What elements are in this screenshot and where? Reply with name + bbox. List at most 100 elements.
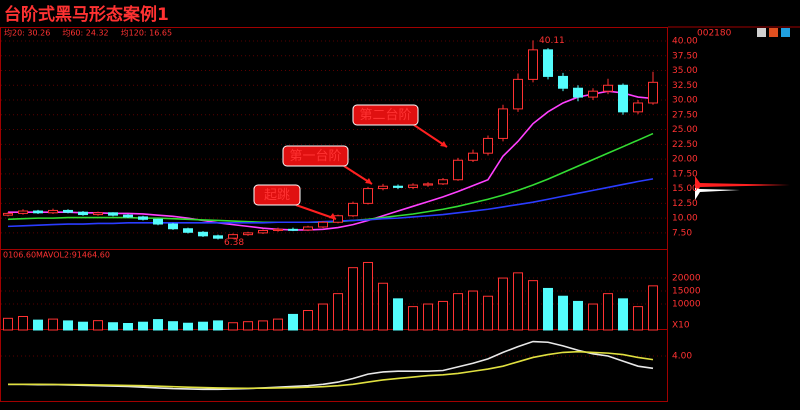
volume-bar	[33, 319, 43, 331]
candle-body	[648, 81, 658, 104]
y-tick-label: 15.00	[672, 184, 698, 194]
candle-body	[198, 231, 208, 237]
volume-bar	[558, 295, 568, 331]
annotation-arrow	[413, 124, 448, 148]
candle-body	[33, 210, 43, 214]
volume-bar	[198, 321, 208, 331]
candle-body	[18, 210, 28, 214]
volume-profile	[695, 176, 790, 200]
icon[interactable]	[757, 28, 766, 37]
icon[interactable]	[781, 28, 790, 37]
volume-bar	[333, 293, 343, 331]
annotation-text: 第一台阶	[289, 149, 341, 164]
profile-red	[695, 176, 790, 196]
volume-bar	[408, 306, 418, 331]
volume-bar	[123, 323, 133, 331]
y-tick-label: 30.00	[672, 96, 698, 106]
candle-body	[528, 49, 538, 80]
candle-body	[168, 223, 178, 230]
volume-legend: 0106.60	[3, 251, 36, 260]
y-tick-label: 10.00	[672, 214, 698, 224]
candle-body	[258, 230, 268, 234]
volume-bar	[543, 287, 553, 331]
candle-body	[393, 185, 403, 188]
candle-body	[123, 214, 133, 218]
candle-body	[48, 209, 58, 214]
annotation-box	[253, 184, 301, 206]
volume-bar	[243, 321, 253, 331]
y-tick-label: 35.00	[672, 66, 698, 76]
volume-bar	[183, 322, 193, 331]
volume-bar	[633, 306, 643, 331]
annotation-box	[282, 145, 349, 167]
candle-body	[408, 184, 418, 188]
volume-bar	[273, 318, 283, 331]
volume-bar	[483, 295, 493, 331]
volume-bar	[438, 300, 448, 331]
y-tick-label: 25.00	[672, 125, 698, 135]
icon[interactable]	[769, 28, 778, 37]
volume-bar	[18, 315, 28, 331]
volume-bar	[78, 321, 88, 331]
candle-body	[543, 49, 553, 77]
candle-body	[348, 202, 358, 217]
candle-body	[228, 234, 238, 239]
low-label: 6.38	[224, 238, 244, 248]
annotation-box	[352, 104, 419, 126]
candle-body	[153, 218, 163, 225]
volume-bar	[228, 322, 238, 331]
candle-body	[558, 75, 568, 89]
volume-bar	[378, 282, 388, 331]
candle-body	[453, 159, 463, 181]
volume-bar	[363, 261, 373, 331]
volume-bar	[138, 321, 148, 331]
candle-body	[483, 137, 493, 154]
candle-body	[618, 84, 628, 113]
legend-entry: 均60: 24.32	[62, 28, 108, 38]
y-tick-label: 27.50	[672, 110, 698, 120]
volume-bar	[468, 290, 478, 331]
y-tick-label: 32.50	[672, 81, 698, 91]
line	[8, 350, 654, 390]
volume-bar	[318, 303, 328, 331]
volume-bar	[213, 320, 223, 331]
candle-body	[378, 185, 388, 190]
y-tick-label: 17.50	[672, 169, 698, 179]
stock-code: 002180	[697, 29, 732, 39]
candle-body	[273, 228, 283, 232]
volume-bar	[348, 267, 358, 331]
volume-bar	[498, 277, 508, 331]
volume-bar	[3, 317, 13, 331]
volume-bar	[588, 303, 598, 331]
candle-body	[513, 78, 523, 110]
volume-bar	[453, 293, 463, 331]
volume-bar	[108, 322, 118, 331]
candle-body	[213, 235, 223, 239]
volume-bar	[573, 300, 583, 331]
arrow-head	[440, 141, 447, 147]
y-tick-label: 20000	[672, 274, 701, 284]
arrow-head	[329, 213, 336, 219]
candle-body	[63, 209, 73, 213]
candle-body	[108, 212, 118, 216]
volume-bar	[528, 280, 538, 331]
volume-bar	[618, 298, 628, 331]
volume-bar	[513, 272, 523, 331]
candle-body	[573, 87, 583, 98]
line	[8, 340, 654, 391]
candle-body	[138, 216, 148, 220]
candle-body	[363, 188, 373, 204]
volume-bar	[93, 320, 103, 331]
candle-body	[288, 228, 298, 231]
volume-bar	[153, 319, 163, 331]
annotation-text: 起跳	[264, 188, 290, 203]
candle-body	[93, 212, 103, 216]
y-tick-label: 37.50	[672, 51, 698, 61]
volume-bar	[393, 298, 403, 331]
legend-entry: 均120: 16.65	[121, 28, 172, 38]
candle-body	[633, 102, 643, 113]
y-tick-label: 12.50	[672, 199, 698, 209]
y-tick-label: 40.00	[672, 36, 698, 46]
high-label: 40.11	[539, 36, 565, 46]
